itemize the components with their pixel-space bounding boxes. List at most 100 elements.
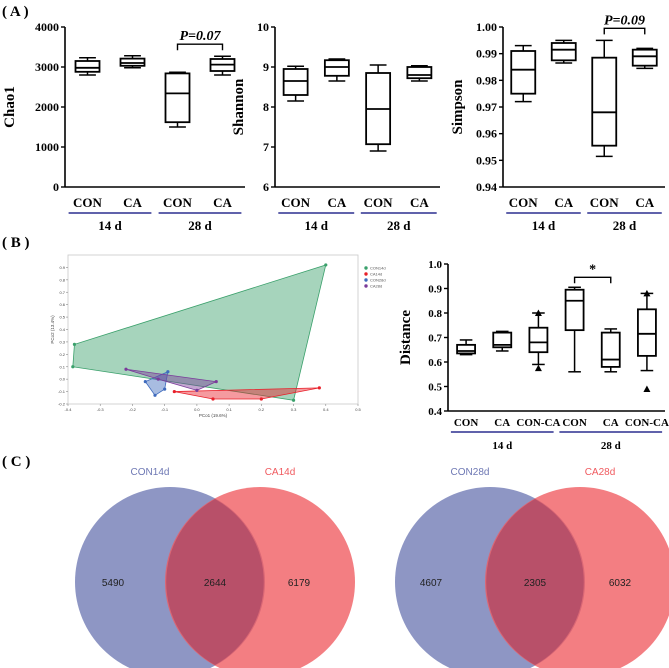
venn-set-label-left: CON14d [131,467,170,478]
x-tick-label: -0.3 [97,407,105,412]
y-tick-label: 0.6 [428,357,442,369]
significance-label: P=0.07 [179,29,221,44]
box-ca [492,330,513,352]
point-ca28d [124,367,128,371]
significance-bracket [603,27,646,35]
box-con [591,39,618,158]
box-iqr [591,56,618,147]
venn-set-label-right: CA14d [265,467,296,478]
x-tick-label: 0.3 [291,407,297,412]
box-ca [600,328,621,373]
y-axis-label: Distance [398,310,414,365]
panel-label-a: ( A ) [2,4,29,20]
y-tick-label: 0.2 [59,352,65,357]
box-con-ca [528,309,549,372]
y-tick-label: 0.5 [59,315,65,320]
y-tick-label: 1000 [35,140,59,154]
box-iqr [564,288,585,332]
y-tick-label: 0.95 [476,153,497,167]
y-tick-label: 3000 [35,60,59,74]
venn-set-label-right: CA28d [585,467,616,478]
y-tick-label: 0.97 [476,100,497,114]
venn-count-left: 5490 [102,578,125,589]
category-label: CON [509,195,539,210]
point-ca28d [195,388,199,392]
box-iqr [406,66,433,80]
box-con [456,339,476,356]
point-con28d [143,380,147,384]
category-label: CON [73,195,103,210]
y-tick-label: 0.9 [59,265,65,270]
point-ca14d [211,397,215,401]
y-tick-label: 1.0 [428,259,442,271]
outlier-marker [534,364,542,372]
point-con28d [153,393,157,397]
box-ca [406,65,433,82]
y-tick-label: 0.8 [428,308,442,320]
y-tick-label: 0.4 [59,327,65,332]
box-iqr [492,331,513,349]
venn-count-overlap: 2644 [204,578,227,589]
legend-label: CON14d [370,266,386,271]
category-label: CON-CA [516,417,560,429]
group-label: 14 d [305,218,329,233]
y-tick-label: 0.7 [428,333,442,345]
y-tick-label: 0.96 [476,127,497,141]
venn-overlap-region [486,499,584,665]
point-ca14d [317,386,321,390]
y-axis-label: Chao1 [2,86,18,128]
legend-label: CA28d [370,284,382,289]
group-label: 14 d [492,440,512,452]
outlier-marker [643,385,651,392]
box-ca [323,58,350,82]
panel-label-c: ( C ) [2,454,30,470]
box-iqr [528,326,549,354]
y-tick-label: 1.00 [476,20,497,34]
venn-set-label-left: CON28d [451,467,490,478]
plot-frame [67,254,359,405]
category-label: CON [454,417,479,429]
y-tick-label: 4000 [35,20,59,34]
box-con [74,57,101,76]
point-con14d [291,398,296,402]
x-axis-label: PCo1 (19.6%) [199,413,228,418]
y-tick-label: 7 [263,140,269,154]
group-label: 28 d [613,218,637,233]
outlier-marker [643,289,651,297]
y-tick-label: 6 [263,180,269,194]
x-tick-label: 0.2 [259,407,265,412]
group-label: 28 d [387,218,411,233]
y-axis-label: Simpson [450,79,466,135]
box-ca [209,55,236,76]
box-iqr [600,331,621,368]
point-con14d [72,342,77,346]
category-label: CON [562,417,587,429]
category-label: CA [327,195,346,210]
group-label: 14 d [532,218,556,233]
box-ca [119,55,146,69]
category-label: CON [364,195,394,210]
y-tick-label: 0.0 [59,377,65,382]
y-tick-label: 0.5 [428,382,442,394]
y-tick-label: 0.7 [59,290,65,295]
box-ca [550,39,577,64]
venn-14d: CON14d CA14d 5490 2644 6179 [75,467,355,668]
y-tick-label: 0.9 [428,284,442,296]
significance-bracket [176,43,224,51]
y-axis-label: Shannon [231,78,247,135]
box-con [365,64,392,152]
legend-label: CON28d [370,278,386,283]
venn-count-left: 4607 [420,578,443,589]
x-tick-label: 0.5 [355,407,361,412]
venn-overlap-region [166,499,264,665]
y-tick-label: 0.1 [59,364,65,369]
y-tick-label: -0.1 [58,389,66,394]
y-tick-label: 0 [53,180,59,194]
y-axis-label: PCo2 (13.4%) [50,315,55,344]
y-tick-label: 2000 [35,100,59,114]
y-tick-label: 8 [263,100,269,114]
group-label: 28 d [601,440,621,452]
y-tick-label: 0.98 [476,73,497,87]
panel-label-b: ( B ) [2,235,30,251]
